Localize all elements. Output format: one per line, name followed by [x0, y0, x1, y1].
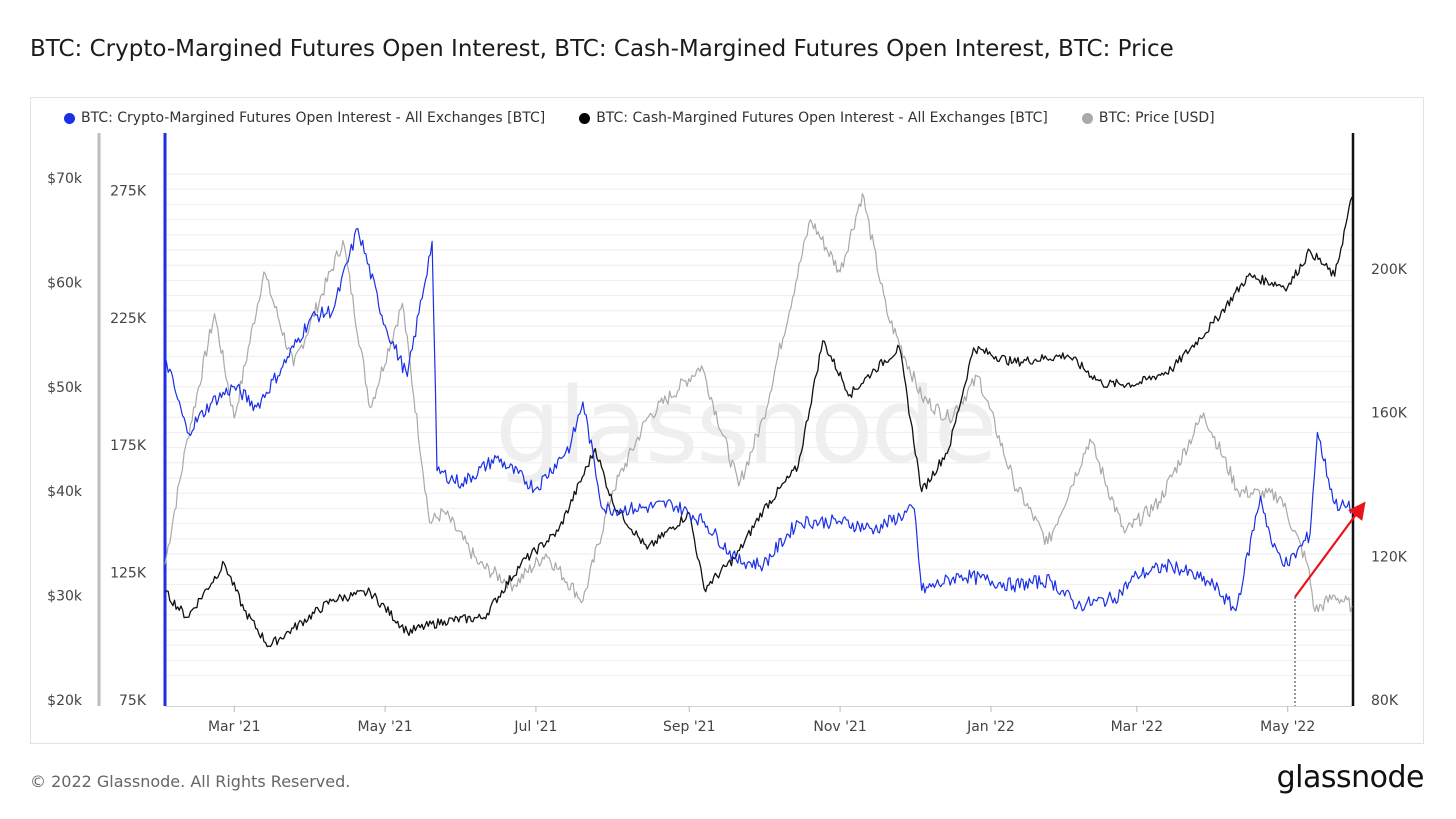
annotation-red-arrow — [1294, 501, 1366, 598]
x-tick-label: Jan '22 — [966, 719, 1015, 735]
chart-legend: BTC: Crypto-Margined Futures Open Intere… — [64, 110, 1215, 126]
x-tick-label: Mar '22 — [1111, 719, 1164, 735]
legend-item-price[interactable]: BTC: Price [USD] — [1081, 110, 1215, 126]
crypto-oi-tick-label: 75K — [119, 693, 147, 709]
x-tick-label: May '21 — [358, 719, 413, 735]
series-line — [164, 193, 1353, 613]
chart-title: BTC: Crypto-Margined Futures Open Intere… — [30, 36, 1174, 62]
series-lines — [164, 193, 1353, 648]
price-tick-label: $30k — [47, 589, 83, 605]
price-tick-label: $40k — [47, 484, 83, 500]
chart-panel — [30, 97, 1424, 744]
cash-oi-tick-label: 200K — [1371, 262, 1408, 278]
x-tick-label: Nov '21 — [813, 719, 866, 735]
crypto-oi-tick-label: 125K — [110, 566, 147, 582]
x-tick-label: May '22 — [1260, 719, 1315, 735]
legend-label-cash-oi: BTC: Cash-Margined Futures Open Interest… — [596, 110, 1048, 126]
cash-oi-tick-label: 120K — [1371, 549, 1408, 565]
glassnode-logo[interactable]: glassnode — [1276, 760, 1425, 795]
legend-item-cash-oi[interactable]: BTC: Cash-Margined Futures Open Interest… — [579, 110, 1048, 126]
cash-oi-tick-label: 80K — [1371, 693, 1399, 709]
crypto-oi-tick-label: 225K — [110, 311, 147, 327]
series-line — [164, 228, 1353, 612]
legend-dot-crypto-oi — [64, 112, 75, 124]
price-tick-label: $50k — [47, 380, 83, 396]
crypto-oi-tick-label: 175K — [110, 438, 147, 454]
legend-label-crypto-oi: BTC: Crypto-Margined Futures Open Intere… — [81, 110, 546, 126]
crypto-oi-tick-label: 275K — [110, 183, 147, 199]
price-tick-label: $20k — [47, 693, 83, 709]
price-tick-label: $60k — [47, 275, 83, 291]
annotation-layer — [1294, 501, 1366, 706]
legend-label-price: BTC: Price [USD] — [1098, 110, 1215, 126]
grid-lines — [165, 173, 1352, 677]
x-tick-label: Mar '21 — [208, 719, 261, 735]
cash-oi-tick-label: 160K — [1371, 406, 1408, 422]
axes: $20k $30k $40k $50k $60k $70k 75K 125K 175K 225K 2… — [47, 133, 1408, 735]
legend-item-crypto-oi[interactable]: BTC: Crypto-Margined Futures Open Intere… — [64, 110, 545, 126]
series-line — [164, 196, 1353, 648]
x-tick-label: Sep '21 — [663, 719, 716, 735]
copyright-footer: © 2022 Glassnode. All Rights Reserved. — [30, 772, 351, 791]
legend-dot-cash-oi — [579, 112, 591, 124]
x-tick-label: Jul '21 — [513, 719, 557, 735]
legend-dot-price — [1081, 112, 1093, 124]
price-tick-label: $70k — [47, 171, 83, 187]
